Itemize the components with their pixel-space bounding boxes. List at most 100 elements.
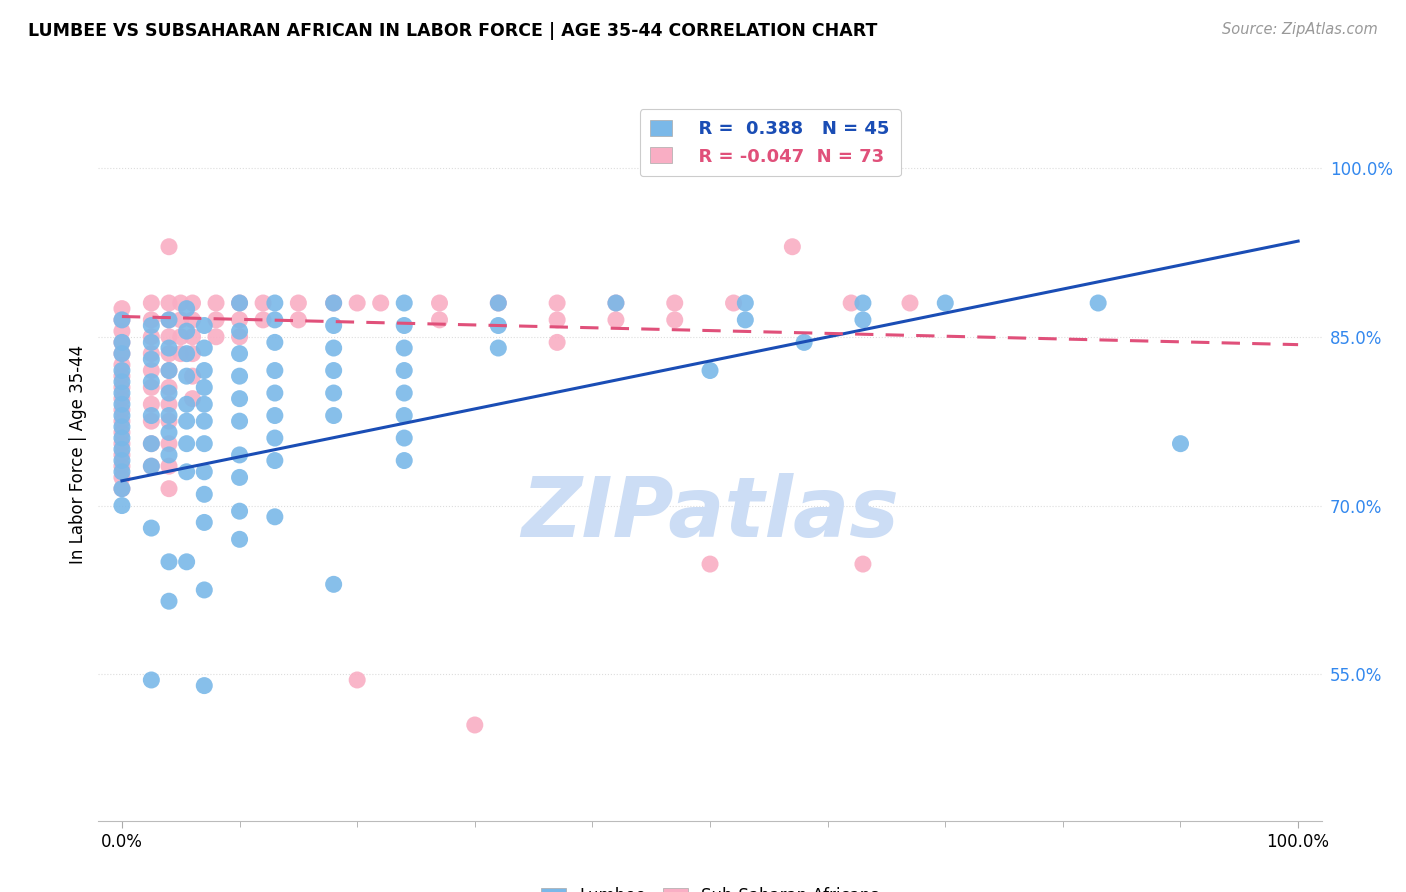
Point [322,577,344,591]
Point [605,296,627,310]
Point [111,431,134,445]
Point [322,341,344,355]
Point [141,459,163,474]
Point [193,582,215,597]
Point [157,330,180,344]
Point [176,465,198,479]
Point [157,414,180,428]
Point [322,296,344,310]
Point [429,296,451,310]
Point [392,409,415,423]
Point [464,718,486,732]
Point [322,296,344,310]
Point [228,296,250,310]
Point [111,363,134,377]
Point [287,313,309,327]
Point [346,296,368,310]
Point [723,296,745,310]
Point [111,436,134,450]
Point [111,470,134,484]
Point [111,499,134,513]
Point [193,465,215,479]
Point [141,363,163,377]
Point [141,409,163,423]
Point [181,330,204,344]
Point [263,409,285,423]
Point [228,414,250,428]
Point [141,414,163,428]
Point [157,346,180,360]
Point [852,296,875,310]
Point [193,516,215,530]
Point [228,330,250,344]
Point [141,673,163,687]
Point [141,313,163,327]
Point [228,448,250,462]
Point [322,318,344,333]
Point [181,369,204,384]
Point [157,594,180,608]
Point [392,453,415,467]
Point [193,487,215,501]
Point [141,318,163,333]
Point [176,324,198,338]
Point [346,673,368,687]
Point [392,363,415,377]
Point [176,555,198,569]
Point [141,352,163,367]
Point [157,397,180,411]
Point [1087,296,1109,310]
Point [157,409,180,423]
Point [111,442,134,457]
Point [228,392,250,406]
Point [263,453,285,467]
Point [170,346,193,360]
Point [252,296,274,310]
Point [193,363,215,377]
Point [852,313,875,327]
Point [228,369,250,384]
Text: LUMBEE VS SUBSAHARAN AFRICAN IN LABOR FORCE | AGE 35-44 CORRELATION CHART: LUMBEE VS SUBSAHARAN AFRICAN IN LABOR FO… [28,22,877,40]
Point [181,346,204,360]
Point [157,459,180,474]
Point [228,324,250,338]
Point [157,296,180,310]
Point [228,296,250,310]
Point [111,419,134,434]
Point [193,414,215,428]
Point [322,386,344,401]
Point [111,335,134,350]
Point [141,436,163,450]
Point [263,386,285,401]
Point [111,397,134,411]
Point [141,397,163,411]
Point [111,358,134,372]
Point [852,557,875,571]
Point [111,335,134,350]
Point [263,431,285,445]
Point [170,296,193,310]
Point [193,679,215,693]
Point [157,425,180,440]
Point [793,335,815,350]
Point [605,313,627,327]
Point [605,296,627,310]
Point [734,296,756,310]
Point [193,380,215,394]
Point [699,557,721,571]
Point [486,296,509,310]
Point [370,296,392,310]
Point [111,425,134,440]
Point [111,392,134,406]
Point [157,380,180,394]
Point [392,318,415,333]
Point [141,346,163,360]
Legend: Lumbee, Sub-Saharan Africans: Lumbee, Sub-Saharan Africans [534,880,886,892]
Point [157,448,180,462]
Point [157,386,180,401]
Point [157,363,180,377]
Point [392,386,415,401]
Point [205,296,228,310]
Point [392,341,415,355]
Point [263,363,285,377]
